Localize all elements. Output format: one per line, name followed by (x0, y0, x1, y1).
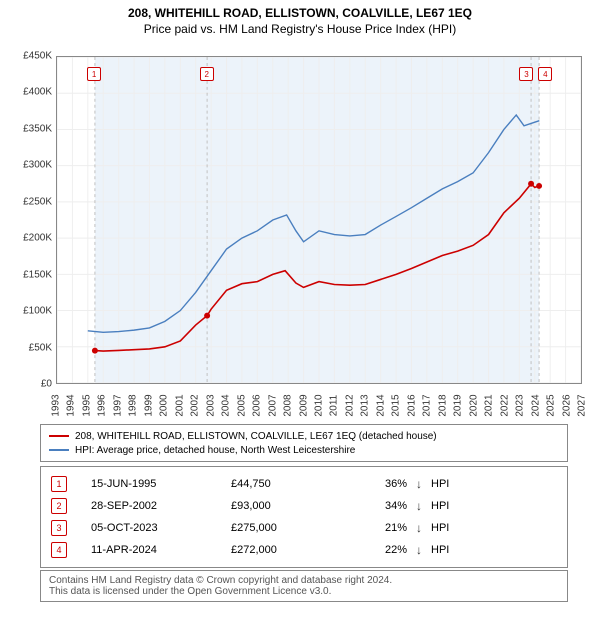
x-axis-tick-label: 2019 (453, 394, 464, 416)
x-axis-tick-label: 2000 (159, 394, 170, 416)
x-axis-tick-label: 2014 (375, 394, 386, 416)
sale-marker-2: 2 (200, 67, 214, 81)
x-axis-tick-label: 1997 (112, 394, 123, 416)
sales-row: 4 11-APR-2024£272,00022%↓HPI (51, 539, 557, 561)
x-axis-tick-label: 2012 (344, 394, 355, 416)
sales-row-pct: 22% (361, 544, 407, 556)
sales-row-pct: 21% (361, 522, 407, 534)
sales-row-price: £93,000 (231, 500, 361, 512)
title-subtitle: Price paid vs. HM Land Registry's House … (0, 20, 600, 36)
x-axis-tick-label: 2017 (422, 394, 433, 416)
sales-row-hpi: HPI (431, 544, 471, 556)
title-address: 208, WHITEHILL ROAD, ELLISTOWN, COALVILL… (0, 0, 600, 20)
x-axis-tick-label: 2003 (205, 394, 216, 416)
sales-row-date: 11-APR-2024 (91, 544, 231, 556)
y-axis-tick-label: £300K (2, 160, 52, 171)
y-axis-tick-label: £100K (2, 306, 52, 317)
x-axis-tick-label: 2020 (468, 394, 479, 416)
sales-row-marker: 2 (51, 498, 67, 514)
sales-row: 2 28-SEP-2002£93,00034%↓HPI (51, 495, 557, 517)
arrow-down-icon: ↓ (407, 543, 431, 557)
sales-row-hpi: HPI (431, 500, 471, 512)
x-axis-tick-label: 2024 (530, 394, 541, 416)
x-axis-tick-label: 2016 (406, 394, 417, 416)
y-axis-tick-label: £150K (2, 269, 52, 280)
footer-line2: This data is licensed under the Open Gov… (49, 586, 559, 597)
y-axis-tick-label: £250K (2, 196, 52, 207)
legend-label-property: 208, WHITEHILL ROAD, ELLISTOWN, COALVILL… (75, 431, 437, 442)
x-axis-tick-label: 2006 (252, 394, 263, 416)
sales-row-pct: 34% (361, 500, 407, 512)
x-axis-tick-label: 1999 (143, 394, 154, 416)
x-axis-tick-label: 2022 (499, 394, 510, 416)
footer-box: Contains HM Land Registry data © Crown c… (40, 570, 568, 602)
chart-svg (56, 56, 582, 384)
arrow-down-icon: ↓ (407, 521, 431, 535)
legend-row-hpi: HPI: Average price, detached house, Nort… (49, 443, 559, 457)
chart-container: 208, WHITEHILL ROAD, ELLISTOWN, COALVILL… (0, 0, 600, 620)
x-axis-tick-label: 2010 (314, 394, 325, 416)
x-axis-tick-label: 2018 (437, 394, 448, 416)
x-axis-tick-label: 2026 (561, 394, 572, 416)
sale-marker-3: 3 (519, 67, 533, 81)
sales-row-marker: 1 (51, 476, 67, 492)
y-axis-tick-label: £200K (2, 233, 52, 244)
x-axis-tick-label: 2023 (515, 394, 526, 416)
chart-plot-area: 1 2 34 (56, 56, 582, 384)
y-axis-tick-label: £450K (2, 51, 52, 62)
sales-row-price: £44,750 (231, 478, 361, 490)
x-axis-tick-label: 2021 (484, 394, 495, 416)
legend-row-property: 208, WHITEHILL ROAD, ELLISTOWN, COALVILL… (49, 429, 559, 443)
y-axis-tick-label: £0 (2, 379, 52, 390)
sale-marker-1: 1 (87, 67, 101, 81)
x-axis-tick-label: 2009 (298, 394, 309, 416)
sales-table: 115-JUN-1995£44,75036%↓HPI228-SEP-2002£9… (40, 466, 568, 568)
sales-row: 1 15-JUN-1995£44,75036%↓HPI (51, 473, 557, 495)
sales-row-pct: 36% (361, 478, 407, 490)
legend-box: 208, WHITEHILL ROAD, ELLISTOWN, COALVILL… (40, 424, 568, 462)
legend-swatch-property (49, 435, 69, 437)
x-axis-tick-label: 2015 (391, 394, 402, 416)
footer-line1: Contains HM Land Registry data © Crown c… (49, 575, 559, 586)
sale-marker-4: 4 (538, 67, 552, 81)
sales-row-marker: 3 (51, 520, 67, 536)
x-axis-tick-label: 2005 (236, 394, 247, 416)
x-axis-tick-label: 2007 (267, 394, 278, 416)
x-axis-tick-label: 2027 (577, 394, 588, 416)
sales-row-marker: 4 (51, 542, 67, 558)
x-axis-tick-label: 2001 (174, 394, 185, 416)
sales-row-hpi: HPI (431, 478, 471, 490)
y-axis-tick-label: £400K (2, 87, 52, 98)
sales-row-hpi: HPI (431, 522, 471, 534)
sales-row-date: 05-OCT-2023 (91, 522, 231, 534)
x-axis-tick-label: 1994 (66, 394, 77, 416)
arrow-down-icon: ↓ (407, 499, 431, 513)
sales-row-price: £272,000 (231, 544, 361, 556)
x-axis-tick-label: 1998 (128, 394, 139, 416)
x-axis-tick-label: 1993 (51, 394, 62, 416)
y-axis-tick-label: £350K (2, 123, 52, 134)
arrow-down-icon: ↓ (407, 477, 431, 491)
x-axis-tick-label: 1996 (97, 394, 108, 416)
x-axis-tick-label: 2011 (329, 395, 340, 417)
legend-label-hpi: HPI: Average price, detached house, Nort… (75, 445, 355, 456)
x-axis-tick-label: 2004 (221, 394, 232, 416)
x-axis-tick-label: 1995 (81, 394, 92, 416)
sales-row-date: 28-SEP-2002 (91, 500, 231, 512)
sales-row: 3 05-OCT-2023£275,00021%↓HPI (51, 517, 557, 539)
x-axis-tick-label: 2002 (190, 394, 201, 416)
sales-row-price: £275,000 (231, 522, 361, 534)
sales-row-date: 15-JUN-1995 (91, 478, 231, 490)
x-axis-tick-label: 2025 (546, 394, 557, 416)
x-axis-tick-label: 2013 (360, 394, 371, 416)
legend-swatch-hpi (49, 449, 69, 451)
x-axis-tick-label: 2008 (283, 394, 294, 416)
y-axis-tick-label: £50K (2, 342, 52, 353)
